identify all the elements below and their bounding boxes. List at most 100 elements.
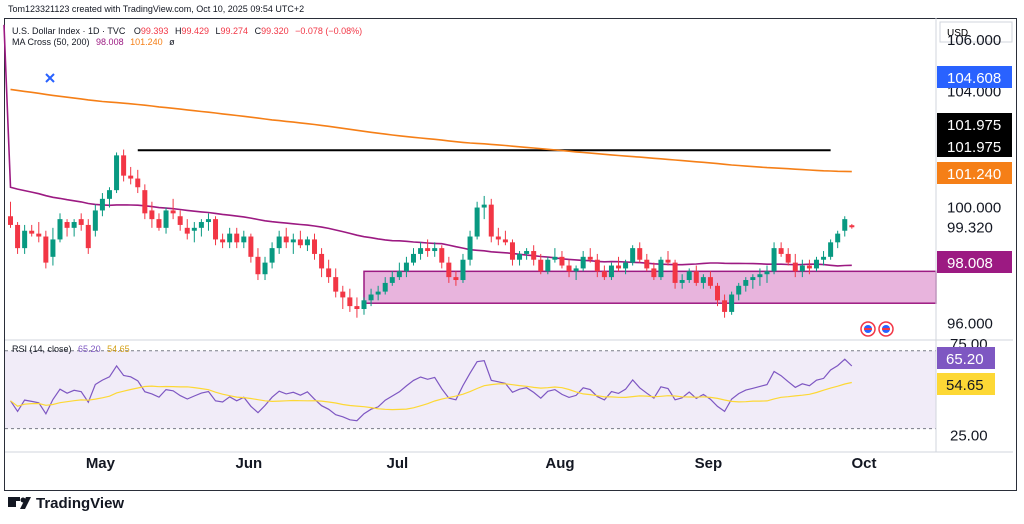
candle-body bbox=[163, 210, 169, 228]
candle-body bbox=[488, 204, 494, 237]
candle-body bbox=[849, 225, 855, 228]
candle-body bbox=[821, 256, 827, 260]
candle-body bbox=[446, 262, 452, 278]
ma-cross-marker bbox=[45, 73, 55, 83]
candle-body bbox=[135, 178, 141, 188]
candle-body bbox=[15, 224, 21, 249]
candle-body bbox=[771, 248, 777, 272]
candle-body bbox=[432, 248, 438, 252]
candle-body bbox=[354, 306, 360, 310]
candle-body bbox=[686, 271, 692, 281]
candle-body bbox=[234, 233, 240, 243]
price-tick-clipped: 106.000 bbox=[947, 32, 1001, 49]
candle-body bbox=[43, 236, 49, 263]
rsi-badge bbox=[937, 347, 995, 369]
candle-body bbox=[156, 219, 162, 228]
candle-body bbox=[594, 259, 600, 272]
candle-body bbox=[312, 239, 318, 254]
candle-body bbox=[679, 280, 685, 283]
rsi-badge bbox=[937, 373, 995, 395]
candle-body bbox=[64, 222, 70, 228]
price-badge-label: 101.975 bbox=[947, 139, 1001, 156]
tradingview-logo-icon bbox=[8, 497, 31, 509]
candle-body bbox=[297, 239, 303, 246]
candle-body bbox=[517, 253, 523, 260]
candle-body bbox=[29, 230, 35, 234]
candle-body bbox=[382, 282, 388, 292]
price-badge bbox=[937, 66, 1012, 88]
candle-body bbox=[396, 271, 402, 278]
rsi-band bbox=[5, 350, 936, 429]
candle-body bbox=[50, 239, 56, 257]
candle-body bbox=[644, 259, 650, 269]
created-header: Tom123321123 created with TradingView.co… bbox=[8, 4, 304, 14]
candle-body bbox=[651, 268, 657, 278]
candle-body bbox=[85, 224, 91, 249]
legend-row-2: MA Cross (50, 200) 98.008 101.240 ø bbox=[12, 37, 175, 47]
candle-body bbox=[531, 251, 537, 260]
currency-label: USD bbox=[947, 28, 968, 39]
price-badge-label: 98.008 bbox=[947, 255, 993, 272]
candle-body bbox=[177, 216, 183, 225]
candle-body bbox=[439, 248, 445, 263]
rsi-line bbox=[10, 358, 853, 422]
candle-body bbox=[361, 300, 367, 310]
candle-body bbox=[806, 265, 812, 269]
candle-body bbox=[623, 262, 629, 269]
price-badge bbox=[937, 162, 1012, 184]
candle-body bbox=[580, 256, 586, 269]
candle-body bbox=[474, 207, 480, 237]
candle-body bbox=[8, 216, 13, 225]
price-badge bbox=[937, 251, 1012, 273]
rsi-pane bbox=[5, 339, 1013, 430]
candle-body bbox=[587, 256, 593, 260]
time-axis: May Jun Jul Aug Sep Oct bbox=[5, 451, 1013, 472]
candle-body bbox=[672, 262, 678, 283]
candles bbox=[8, 149, 855, 318]
candle-body bbox=[495, 236, 501, 240]
event-flag-icon[interactable] bbox=[860, 321, 876, 337]
candle-body bbox=[304, 239, 310, 246]
time-tick: Oct bbox=[851, 455, 876, 472]
candle-body bbox=[601, 271, 607, 278]
candle-body bbox=[262, 262, 268, 275]
candle-body bbox=[128, 175, 134, 179]
candle-body bbox=[616, 265, 622, 269]
candle-body bbox=[99, 198, 105, 211]
time-tick: Aug bbox=[545, 455, 574, 472]
time-tick: Jul bbox=[387, 455, 409, 472]
support-zone[interactable] bbox=[363, 270, 937, 304]
support-zone-rect bbox=[363, 270, 937, 304]
candle-body bbox=[191, 227, 197, 231]
candle-body bbox=[707, 277, 713, 286]
candle-body bbox=[743, 280, 749, 286]
candle-body bbox=[241, 236, 247, 243]
candle-body bbox=[502, 239, 508, 243]
currency-box[interactable] bbox=[939, 21, 1013, 43]
candle-body bbox=[722, 300, 728, 312]
candle-body bbox=[425, 248, 431, 252]
candle-body bbox=[665, 259, 671, 263]
candle-body bbox=[198, 222, 204, 228]
candle-body bbox=[149, 210, 155, 220]
candle-body bbox=[524, 251, 530, 254]
candle-body bbox=[509, 242, 515, 260]
candle-body bbox=[368, 294, 374, 301]
time-tick: Jun bbox=[236, 455, 263, 472]
price-badge-label: 104.608 bbox=[947, 70, 1001, 87]
candle-body bbox=[778, 248, 784, 254]
candle-body bbox=[106, 190, 112, 199]
event-flag-icon[interactable] bbox=[878, 321, 894, 337]
candle-body bbox=[227, 233, 233, 243]
candle-body bbox=[78, 219, 84, 225]
candle-body bbox=[757, 274, 763, 278]
candle-body bbox=[340, 291, 346, 298]
candle-body bbox=[630, 248, 636, 263]
candle-body bbox=[22, 230, 28, 249]
ma-cross-label: MA Cross (50, 200) bbox=[12, 37, 90, 47]
candle-body bbox=[658, 259, 664, 278]
price-badge-label: 101.975 bbox=[947, 117, 1001, 134]
candle-body bbox=[481, 204, 487, 208]
rsi-tick: 25.00 bbox=[950, 428, 988, 445]
